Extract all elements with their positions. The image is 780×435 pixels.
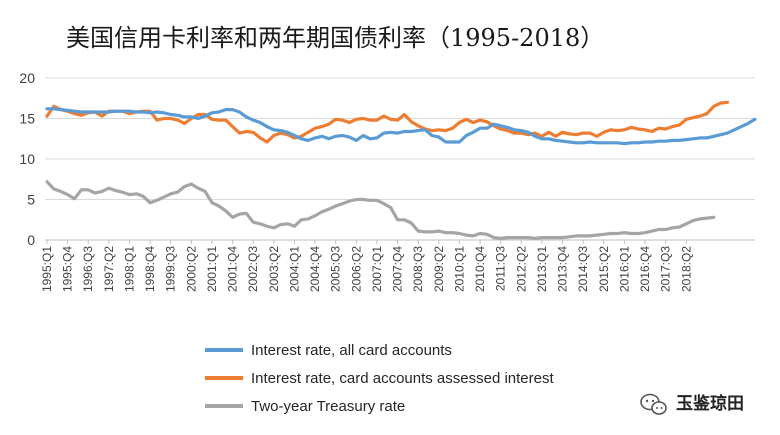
x-tick-label: 2001:Q4 bbox=[226, 246, 240, 292]
y-tick-label: 15 bbox=[19, 111, 35, 127]
chart-title: 美国信用卡利率和两年期国债利率（1995-2018） bbox=[66, 24, 604, 52]
series-line-0 bbox=[45, 107, 757, 146]
x-tick-label: 1995:Q4 bbox=[61, 246, 75, 292]
x-tick-label: 2004:Q4 bbox=[308, 246, 322, 292]
y-tick-label: 5 bbox=[27, 192, 35, 208]
x-tick-label: 2013:Q4 bbox=[556, 246, 570, 292]
wechat-bubble-icon bbox=[640, 393, 667, 415]
series-line-2 bbox=[45, 180, 716, 240]
y-tick-labels: 0 5 10 15 20 bbox=[19, 70, 35, 248]
series-layer bbox=[45, 100, 757, 240]
x-tick-label: 1997:Q2 bbox=[102, 246, 116, 292]
x-tick-label: 2006:Q2 bbox=[349, 246, 363, 292]
series-line-1 bbox=[45, 100, 730, 144]
x-tick-label: 2016:Q4 bbox=[638, 246, 652, 292]
x-tick-label: 2005:Q3 bbox=[329, 246, 343, 292]
x-tick-label: 2015:Q2 bbox=[597, 246, 611, 292]
x-tick-label: 2000:Q2 bbox=[184, 246, 198, 292]
x-tick-label: 1998:Q4 bbox=[143, 246, 157, 292]
x-tick-label: 2009:Q2 bbox=[432, 246, 446, 292]
x-tick-label: 1995:Q1 bbox=[40, 246, 54, 292]
x-tick-label: 1998:Q1 bbox=[122, 246, 136, 292]
x-tick-labels: 1995:Q1 1995:Q4 1996:Q3 1997:Q2 1998:Q1 1998:… bbox=[40, 246, 693, 292]
x-tick-label: 2008:Q3 bbox=[411, 246, 425, 292]
x-tick-label: 2016:Q1 bbox=[617, 246, 631, 292]
x-tick-label: 2010:Q4 bbox=[473, 246, 487, 292]
legend-label: Interest rate, card accounts assessed in… bbox=[251, 370, 554, 387]
x-tick-label: 1996:Q3 bbox=[81, 246, 95, 292]
x-tick-label: 2001:Q1 bbox=[205, 246, 219, 292]
x-tick-label: 2017:Q3 bbox=[659, 246, 673, 292]
x-tick-label: 1999:Q3 bbox=[164, 246, 178, 292]
legend-label: Interest rate, all card accounts bbox=[251, 342, 452, 359]
watermark: 玉鉴琼田 bbox=[640, 393, 744, 415]
y-tick-label: 20 bbox=[19, 70, 35, 86]
watermark-text: 玉鉴琼田 bbox=[676, 393, 744, 413]
x-tick-label: 2002:Q3 bbox=[246, 246, 260, 292]
legend: Interest rate, all card accounts Interest… bbox=[205, 342, 554, 415]
x-tick-label: 2014:Q3 bbox=[576, 246, 590, 292]
x-tick-label: 2007:Q1 bbox=[370, 246, 384, 292]
x-tick-label: 2007:Q4 bbox=[391, 246, 405, 292]
x-tick-label: 2018:Q2 bbox=[679, 246, 693, 292]
x-tick-label: 2003:Q2 bbox=[267, 246, 281, 292]
x-tick-label: 2013:Q1 bbox=[535, 246, 549, 292]
x-tick-label: 2011:Q3 bbox=[494, 246, 508, 291]
y-tick-label: 10 bbox=[19, 151, 35, 167]
y-tick-label: 0 bbox=[27, 232, 35, 248]
legend-label: Two-year Treasury rate bbox=[251, 398, 405, 415]
x-tick-label: 2010:Q1 bbox=[452, 246, 466, 292]
x-tick-label: 2012:Q2 bbox=[514, 246, 528, 292]
x-tick-label: 2004:Q1 bbox=[287, 246, 301, 292]
